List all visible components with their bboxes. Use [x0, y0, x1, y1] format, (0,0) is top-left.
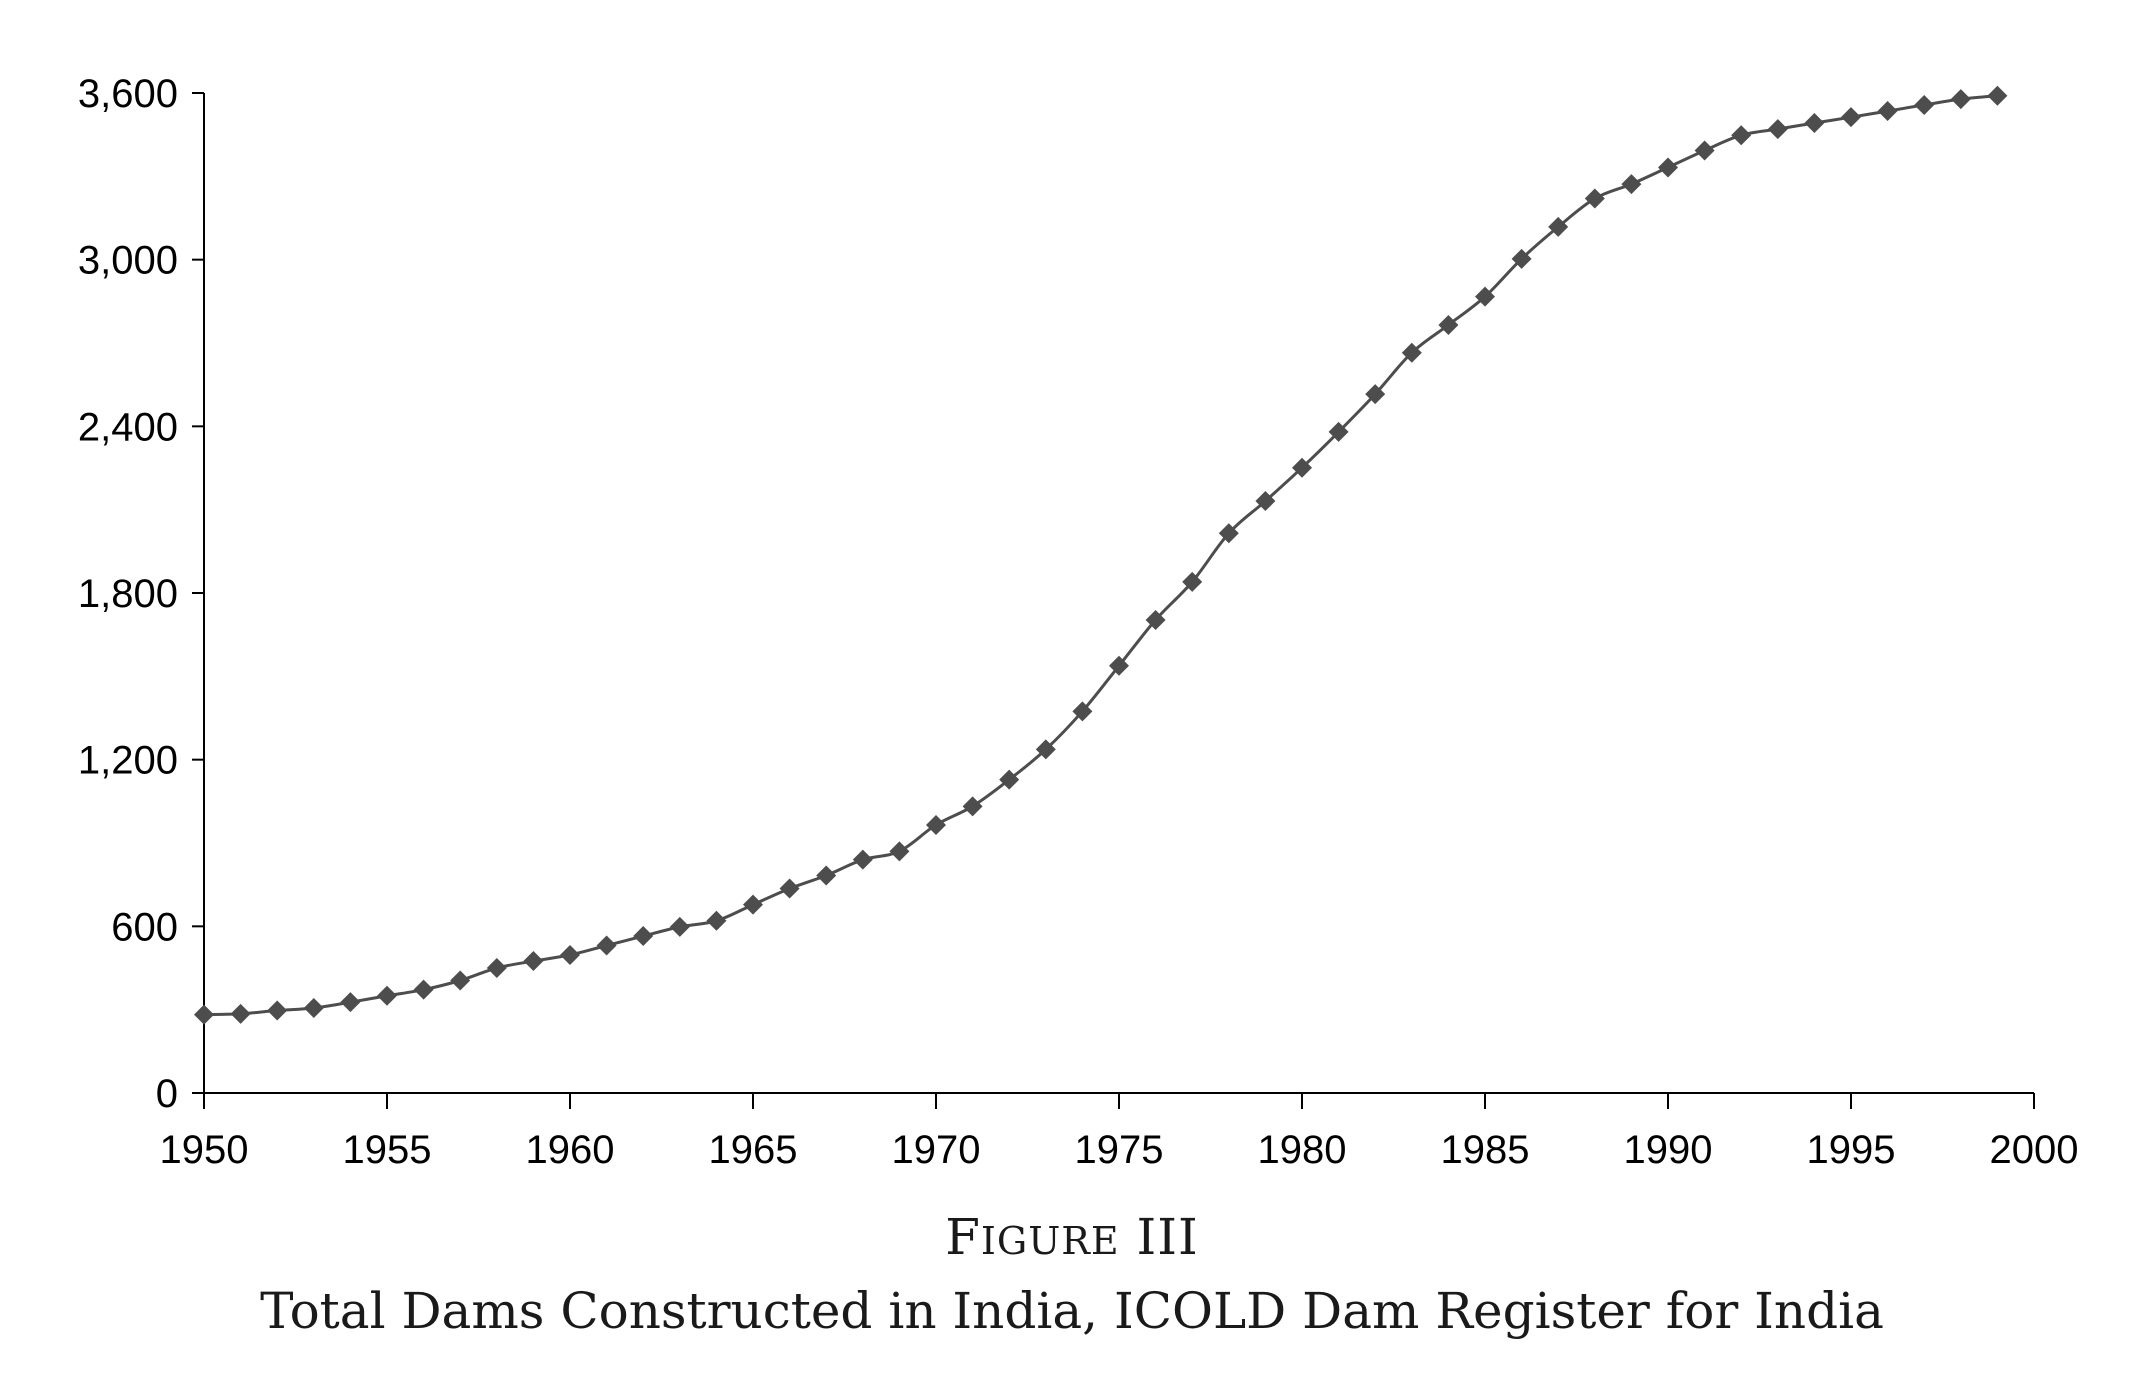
data-point: [1841, 107, 1861, 128]
data-point: [1621, 174, 1642, 195]
data-point: [230, 1003, 251, 1024]
data-point: [267, 1000, 288, 1021]
x-tick-label: 1965: [709, 1128, 798, 1172]
y-tick-label: 0: [156, 1072, 178, 1116]
data-point: [1035, 739, 1056, 760]
data-point: [999, 769, 1020, 790]
data-point: [1987, 85, 2008, 106]
data-point: [1328, 421, 1349, 442]
y-tick-label: 3,600: [78, 72, 178, 116]
data-point: [560, 944, 580, 965]
figure-caption: Total Dams Constructed in India, ICOLD D…: [260, 1282, 1884, 1340]
data-point: [450, 970, 471, 991]
data-point: [1548, 216, 1569, 237]
x-tick-label: 1980: [1258, 1128, 1347, 1172]
figure-label-initial: F: [945, 1208, 981, 1266]
data-point: [523, 951, 544, 972]
y-tick-label: 600: [111, 905, 178, 949]
data-point: [377, 985, 397, 1006]
data-point: [1658, 157, 1678, 178]
data-point: [1218, 523, 1239, 544]
x-tick-label: 1975: [1075, 1128, 1164, 1172]
data-point: [1365, 384, 1386, 405]
data-point: [889, 841, 910, 862]
data-point: [779, 878, 800, 899]
data-point: [706, 910, 727, 931]
y-tick-label: 3,000: [78, 239, 178, 283]
data-point: [633, 926, 654, 947]
data-point: [1438, 314, 1459, 335]
series-group: [194, 85, 2008, 1025]
data-point: [1914, 94, 1935, 115]
data-point: [816, 865, 837, 886]
data-point: [1511, 248, 1532, 269]
data-point: [340, 992, 361, 1013]
data-point: [1804, 113, 1825, 133]
data-point: [1731, 125, 1752, 146]
x-tick-label: 1955: [343, 1128, 432, 1172]
x-tick-label: 1950: [160, 1128, 249, 1172]
ticks: 0 600 1,200 1,800 2,400 3,000 3,600 1950 1955 196…: [78, 72, 2079, 1172]
data-point: [852, 849, 873, 870]
data-point: [486, 958, 507, 978]
x-tick-label: 1970: [892, 1128, 981, 1172]
data-point: [596, 935, 617, 956]
y-tick-label: 2,400: [78, 405, 178, 449]
data-point: [1475, 286, 1495, 307]
data-point: [413, 979, 434, 1000]
data-point: [194, 1004, 214, 1025]
x-tick-label: 1990: [1624, 1128, 1713, 1172]
data-point: [962, 796, 983, 817]
axes: [203, 93, 2034, 1094]
data-point: [303, 998, 324, 1018]
y-tick-label: 1,200: [78, 739, 178, 783]
y-tick-label: 1,800: [78, 572, 178, 616]
figure-label: FIGURE III: [0, 1208, 2144, 1266]
data-point: [1292, 457, 1312, 478]
data-point: [1584, 188, 1605, 209]
data-point: [1182, 571, 1203, 592]
data-point: [1950, 89, 1971, 110]
data-point: [669, 916, 690, 937]
series-line: [203, 94, 1998, 1017]
data-point: [1401, 342, 1422, 363]
data-point: [1694, 140, 1715, 161]
data-point: [926, 814, 946, 835]
figure-label-smallcaps: IGURE: [980, 1219, 1120, 1263]
data-point: [1877, 101, 1898, 122]
data-point: [1767, 119, 1788, 140]
x-tick-label: 1960: [526, 1128, 615, 1172]
data-point: [743, 894, 763, 915]
x-tick-label: 1995: [1807, 1128, 1896, 1172]
x-tick-label: 2000: [1990, 1128, 2079, 1172]
figure-label-numeral: III: [1136, 1208, 1199, 1266]
data-point: [1255, 491, 1276, 512]
data-point: [1109, 655, 1129, 676]
x-tick-label: 1985: [1441, 1128, 1530, 1172]
data-point: [1145, 609, 1166, 630]
data-point: [1072, 701, 1093, 722]
